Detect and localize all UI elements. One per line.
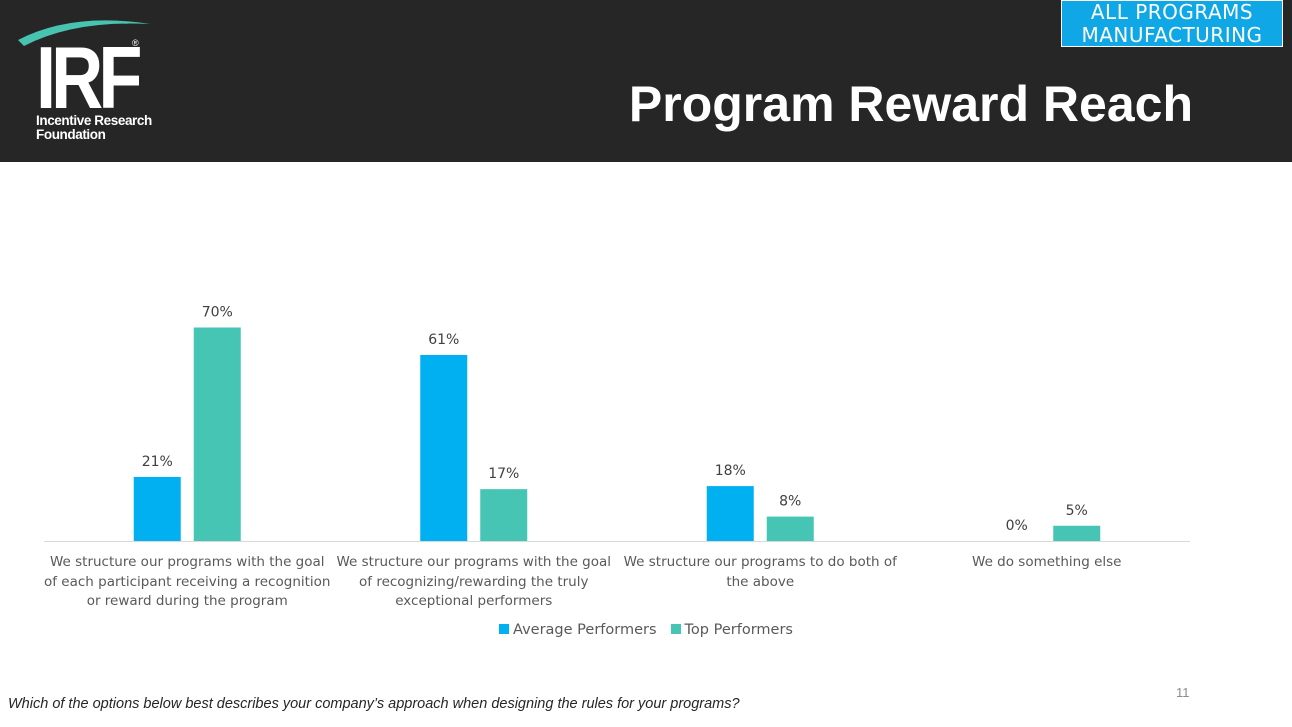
category-label-1: We structure our programs with the goal … — [336, 554, 612, 609]
data-label-average-2: 18% — [715, 463, 746, 479]
slide-header: IRF ® Incentive Research Foundation ALL … — [0, 0, 1292, 162]
data-label-top-0: 70% — [202, 305, 233, 321]
page-number: 11 — [1176, 685, 1190, 700]
bar-average-0 — [133, 476, 181, 541]
bar-top-1 — [480, 489, 528, 541]
legend-item-average: Average Performers — [499, 622, 657, 638]
logo-registered-mark: ® — [132, 38, 139, 48]
legend-label-average: Average Performers — [513, 622, 657, 638]
logo-subtitle-line1: Incentive Research — [36, 113, 152, 128]
slide-title: Program Reward Reach — [628, 76, 1193, 132]
chart-legend: Average Performers Top Performers — [0, 622, 1292, 638]
bar-top-0 — [193, 327, 241, 541]
legend-swatch-average — [499, 624, 510, 634]
data-label-top-2: 8% — [779, 494, 801, 510]
bar-average-1 — [420, 354, 468, 541]
data-label-average-0: 21% — [142, 454, 173, 470]
legend-swatch-top — [670, 624, 681, 634]
logo-subtitle-line2: Foundation — [36, 127, 106, 142]
data-label-average-1: 61% — [428, 332, 459, 348]
logo-letters: IRF — [36, 28, 142, 127]
data-label-top-3: 5% — [1066, 503, 1088, 519]
logo-swoosh-icon — [18, 20, 150, 46]
category-label-0: We structure our programs with the goal … — [44, 554, 331, 609]
program-tag-line2: MANUFACTURING — [1081, 23, 1263, 47]
program-tag-line1: ALL PROGRAMS — [1090, 0, 1254, 24]
data-label-top-1: 17% — [488, 466, 519, 482]
irf-logo: IRF ® Incentive Research Foundation — [12, 14, 162, 154]
category-label-2: We structure our programs to do both of … — [623, 554, 897, 590]
bar-top-3 — [1053, 525, 1101, 541]
legend-item-top: Top Performers — [670, 622, 793, 638]
bar-average-2 — [706, 486, 754, 541]
program-tag: ALL PROGRAMS MANUFACTURING — [1061, 0, 1283, 47]
logo-subtitle: Incentive Research Foundation — [36, 114, 152, 142]
bar-top-2 — [766, 516, 814, 541]
chart-plot-area: 21% 70% 61% 17% 18% 8% 0% 5% — [44, 305, 1190, 542]
category-label-3: We do something else — [972, 554, 1122, 570]
bar-chart: 21% 70% 61% 17% 18% 8% 0% 5% We structure our p… — [0, 162, 1292, 662]
survey-question: Which of the options below best describe… — [8, 696, 740, 712]
legend-label-top: Top Performers — [684, 622, 793, 638]
data-label-average-3: 0% — [1006, 518, 1028, 534]
